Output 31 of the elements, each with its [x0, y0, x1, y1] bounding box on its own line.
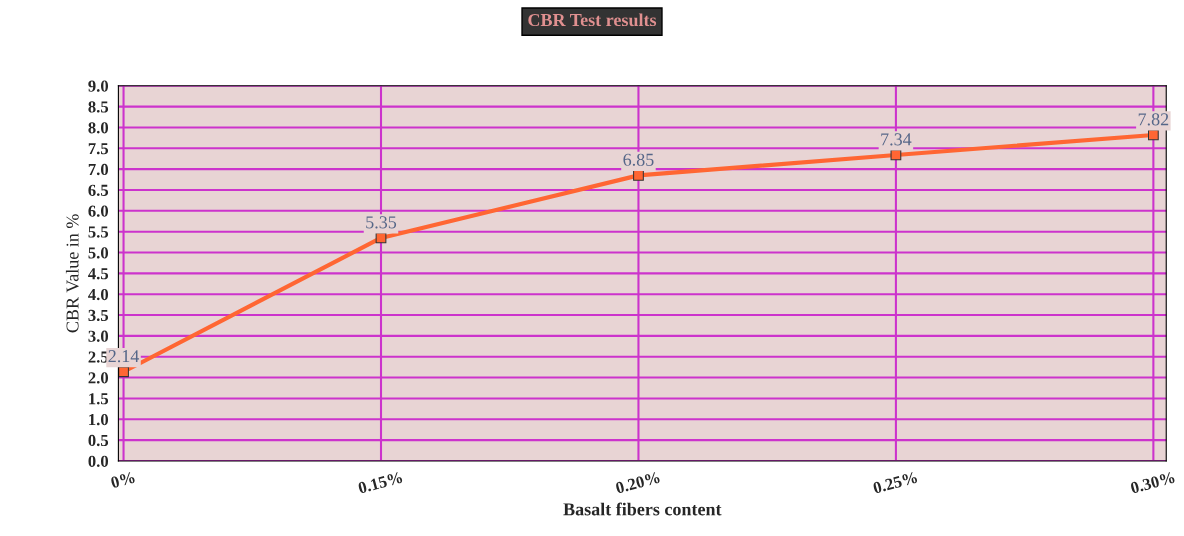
- y-tick-label: 5.5: [88, 226, 109, 238]
- x-axis-title: Basalt fibers content: [563, 502, 722, 516]
- y-tick-label: 8.5: [88, 101, 109, 113]
- y-tick-label: 6.5: [88, 184, 109, 196]
- y-tick-label: 6.0: [88, 205, 109, 217]
- data-label: 2.14: [108, 350, 140, 363]
- chart-title: CBR Test results: [528, 13, 657, 27]
- y-tick-label: 7.0: [88, 163, 109, 176]
- data-label: 7.82: [1138, 113, 1169, 126]
- y-tick-label: 3.0: [88, 330, 109, 342]
- y-tick-label: 1.0: [89, 413, 109, 426]
- x-tick-label: 0%: [110, 471, 136, 489]
- x-tick-label: 0.30%: [1130, 471, 1176, 494]
- y-tick-label: 0.5: [88, 434, 109, 447]
- data-label: 6.85: [623, 153, 654, 166]
- y-tick-label: 0.0: [88, 455, 109, 467]
- x-tick-label: 0.25%: [872, 471, 918, 494]
- y-tick-label: 1.5: [89, 393, 109, 405]
- x-tick-label: 0.15%: [357, 471, 403, 494]
- y-axis-title: CBR Value in %: [65, 214, 79, 333]
- y-tick-label: 4.0: [88, 288, 109, 301]
- y-tick-label: 2.0: [88, 372, 109, 384]
- y-tick-label: 7.5: [88, 143, 109, 155]
- x-tick-label: 0.20%: [615, 471, 661, 494]
- data-label: 7.34: [881, 133, 912, 146]
- y-tick-label: 5.0: [88, 247, 109, 259]
- data-label: 5.35: [366, 216, 397, 229]
- y-tick-label: 4.5: [88, 268, 109, 280]
- y-tick-label: 8.0: [88, 122, 109, 134]
- y-tick-label: 9.0: [88, 80, 109, 92]
- y-tick-label: 3.5: [88, 309, 109, 322]
